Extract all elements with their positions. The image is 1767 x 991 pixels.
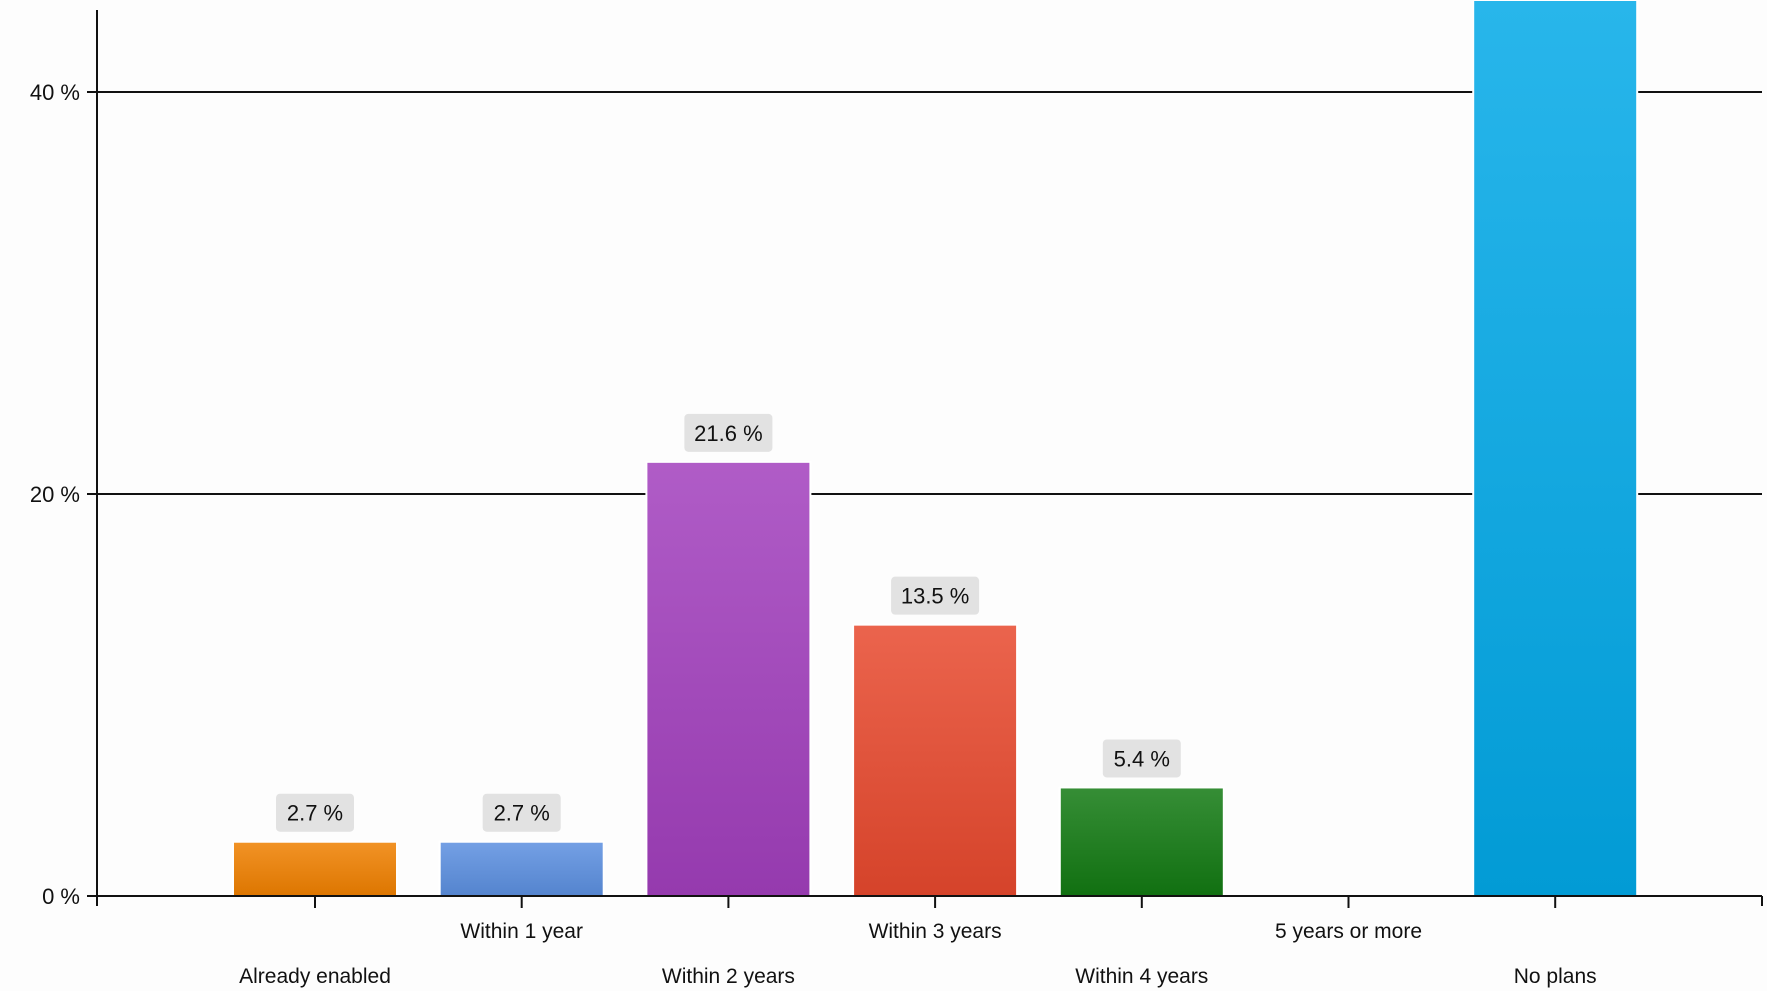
data-label-box xyxy=(276,793,354,832)
data-label-box xyxy=(1102,739,1181,778)
labels: 0 % 20 % 40 % 2.7 % 2.7 % 21.6 % 13.5 % 5.4 % Al… xyxy=(30,80,1597,988)
data-label: 5.4 % xyxy=(1114,746,1170,771)
axes xyxy=(87,10,1763,908)
x-tick-label: Already enabled xyxy=(239,965,391,988)
bar xyxy=(645,460,812,897)
data-label: 2.7 % xyxy=(494,801,550,826)
x-tick-label: Within 1 year xyxy=(460,920,583,943)
data-label-box xyxy=(891,576,980,615)
y-tick-label: 40 % xyxy=(30,80,80,105)
bar xyxy=(438,840,605,897)
data-label: 13.5 % xyxy=(901,584,970,609)
x-tick-label: Within 4 years xyxy=(1075,965,1208,988)
y-tick-label: 20 % xyxy=(30,482,80,507)
data-label-box xyxy=(684,413,773,452)
x-tick-label: Within 2 years xyxy=(662,965,795,988)
x-tick-label: No plans xyxy=(1514,965,1597,988)
x-tick-label: Within 3 years xyxy=(869,920,1002,943)
bar xyxy=(232,840,398,897)
bar xyxy=(852,623,1019,898)
y-tick-label: 0 % xyxy=(42,884,80,909)
bars xyxy=(232,0,1639,898)
bar xyxy=(1472,0,1639,897)
x-tick-label: 5 years or more xyxy=(1275,920,1422,943)
data-label: 21.6 % xyxy=(694,421,763,446)
bar xyxy=(1058,786,1225,898)
data-label-box xyxy=(482,793,561,832)
data-label: 2.7 % xyxy=(287,801,343,826)
